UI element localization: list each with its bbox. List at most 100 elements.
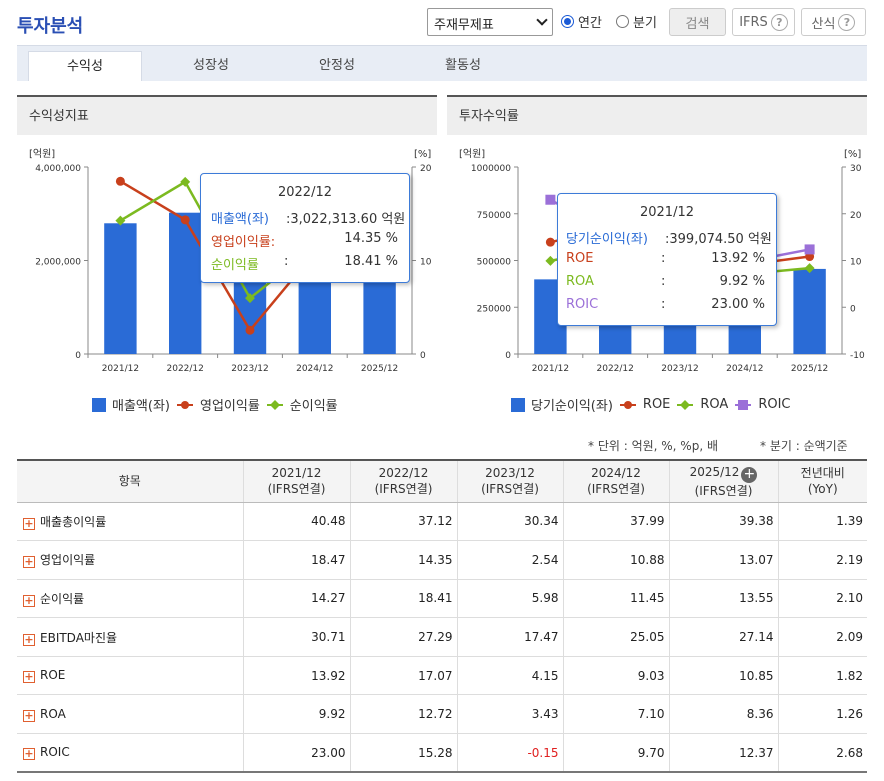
tooltip-sep: : (661, 297, 666, 312)
expand-icon[interactable]: + (23, 747, 35, 761)
x-tick-label: 2024/12 (726, 364, 763, 374)
x-tick-label: 2021/12 (532, 364, 569, 374)
x-tick-label: 2025/12 (361, 364, 398, 374)
table-cell: 1.39 (777, 502, 867, 542)
y-tick-label: 1000000 (471, 164, 511, 174)
legend-label[interactable]: 영업이익률 (199, 399, 260, 414)
table-cell: 12.72 (349, 694, 457, 735)
ifrs-button[interactable]: IFRS ? (732, 8, 795, 36)
y-tick-label: 250000 (477, 304, 512, 314)
radio-on-icon (561, 15, 574, 28)
table-row: + 매출총이익률 40.48 37.12 30.34 37.99 39.38 1.39 (17, 502, 867, 542)
legend-label[interactable]: ROE (642, 397, 671, 412)
table-row: + 순이익률 14.27 18.41 5.98 11.45 13.55 2.10 (17, 579, 867, 619)
row-label[interactable]: + 매출총이익률 (17, 502, 243, 542)
legend-line-swatch (735, 399, 752, 410)
table-cell: 14.27 (242, 579, 350, 619)
x-tick-label: 2023/12 (661, 364, 698, 374)
tab-profitability[interactable]: 수익성 (28, 51, 142, 81)
line-point (545, 194, 556, 205)
legend-label[interactable]: 순이익률 (289, 399, 338, 414)
table-cell: 39.38 (668, 502, 778, 542)
radio-quarter-label: 분기 (633, 16, 657, 31)
legend-bar-swatch (511, 397, 525, 412)
table-cell: 10.88 (562, 540, 669, 580)
radio-annual-label: 연간 (578, 16, 602, 31)
row-label[interactable]: + 영업이익률 (17, 540, 243, 580)
row-label-text: ROA (40, 706, 66, 721)
help-icon: ? (838, 13, 856, 31)
tab-growth[interactable]: 성장성 (193, 58, 229, 73)
table-cell: 13.07 (668, 540, 778, 580)
legend-label[interactable]: 매출액(좌) (112, 399, 170, 414)
line-point (115, 176, 125, 186)
expand-icon[interactable]: + (23, 670, 35, 684)
line-point (545, 237, 555, 247)
table-cell: 30.71 (242, 617, 350, 657)
radio-annual[interactable]: 연간 (561, 12, 602, 31)
table-cell: 17.07 (349, 656, 457, 696)
legend-label[interactable]: ROIC (758, 397, 791, 412)
y2-tick-label: 0 (420, 351, 426, 361)
chart-tooltip: 2021/12 당기순이익(좌) :399,074.50 억원 ROE : 13… (557, 193, 777, 326)
unit-note: * 단위 : 억원, %, %p, 배 (588, 439, 718, 453)
x-tick-label: 2023/12 (231, 364, 268, 374)
table-cell: 11.45 (562, 579, 669, 619)
header-item: 항목 (17, 459, 243, 503)
table-cell: 10.85 (668, 656, 778, 696)
right-axis-unit: [%] (414, 149, 431, 160)
row-label[interactable]: + 순이익률 (17, 579, 243, 619)
table-row: + ROE 13.92 17.07 4.15 9.03 10.85 1.82 (17, 656, 867, 696)
row-label[interactable]: + EBITDA마진율 (17, 617, 243, 657)
row-label[interactable]: + ROIC (17, 733, 243, 774)
table-cell: 9.03 (562, 656, 669, 696)
table-cell: 25.05 (562, 617, 669, 657)
y2-tick-label: -10 (850, 351, 865, 361)
tooltip-label: ROA (566, 274, 594, 289)
table-cell: 5.98 (456, 579, 563, 619)
formula-button[interactable]: 산식 ? (801, 8, 866, 36)
x-tick-label: 2022/12 (597, 364, 634, 374)
table-cell: 8.36 (668, 694, 778, 735)
table-cell: 3.43 (456, 694, 563, 735)
chart-legend: 매출액(좌) 영업이익률 순이익률 (92, 395, 338, 414)
statement-select-value: 주재무제표 (434, 18, 494, 33)
row-label[interactable]: + ROA (17, 694, 243, 735)
expand-icon[interactable]: + (23, 708, 35, 722)
quarter-note: * 분기 : 순액기준 (760, 439, 848, 453)
radio-quarter[interactable]: 분기 (616, 12, 657, 31)
legend-line-swatch (677, 399, 694, 410)
table-cell: 2.68 (777, 733, 867, 774)
header-yoy: 전년대비 (YoY) (777, 459, 867, 503)
search-button[interactable]: 검색 (669, 8, 726, 36)
table-cell: 2.09 (777, 617, 867, 657)
tooltip-value: 14.35 % (344, 231, 398, 246)
page-title: 투자분석 (17, 16, 84, 37)
expand-icon[interactable]: + (23, 555, 35, 569)
line-point (115, 215, 126, 226)
legend-label[interactable]: ROA (700, 397, 729, 412)
tooltip-period: 2021/12 (639, 205, 694, 220)
expand-icon[interactable]: + (23, 516, 35, 530)
tab-stability[interactable]: 안정성 (319, 58, 355, 73)
statement-select[interactable]: 주재무제표 (427, 8, 553, 36)
add-column-icon[interactable]: + (741, 466, 758, 483)
row-label-text: 매출총이익률 (40, 514, 107, 529)
tab-activity[interactable]: 활동성 (445, 58, 481, 73)
row-label[interactable]: + ROE (17, 656, 243, 696)
bar (104, 223, 137, 354)
y-tick-label: 0 (75, 351, 81, 361)
table-cell: 7.10 (562, 694, 669, 735)
table-cell: 27.14 (668, 617, 778, 657)
header-period: 2022/12 (IFRS연결) (349, 459, 457, 503)
legend-label[interactable]: 당기순이익(좌) (531, 399, 613, 414)
row-label-text: 영업이익률 (40, 553, 96, 568)
expand-icon[interactable]: + (23, 632, 35, 646)
line-point (545, 255, 556, 266)
expand-icon[interactable]: + (23, 593, 35, 607)
table-cell: 14.35 (349, 540, 457, 580)
table-row: + ROIC 23.00 15.28 -0.15 9.70 12.37 2.68 (17, 733, 867, 774)
bar (169, 212, 202, 354)
chart-tooltip: 2022/12 매출액(좌) :3,022,313.60 억원 영업이익률: 1… (200, 173, 410, 283)
line-point (180, 176, 191, 187)
